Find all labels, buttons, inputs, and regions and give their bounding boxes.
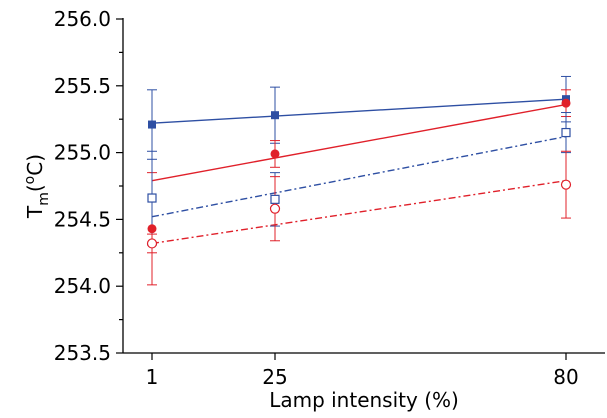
data-point-series-4 bbox=[146, 238, 158, 249]
x-tick-label: 80 bbox=[553, 365, 578, 389]
y-tick-label: 256.0 bbox=[54, 7, 111, 31]
y-axis-title-open-paren: ( bbox=[23, 184, 47, 192]
x-tick-label: 1 bbox=[146, 365, 159, 389]
y-tick-label: 255.5 bbox=[54, 74, 111, 98]
fit-lines bbox=[151, 98, 567, 245]
fit-line-series-3 bbox=[151, 135, 567, 218]
y-axis-title-superscript: o bbox=[22, 176, 38, 185]
data-point-series-1 bbox=[148, 120, 156, 129]
y-tick-label: 255.0 bbox=[54, 141, 111, 165]
y-axis-title-unit: C) bbox=[23, 154, 47, 176]
y-tick-label: 254.5 bbox=[54, 207, 111, 231]
x-axis-title: Lamp intensity (%) bbox=[269, 388, 459, 412]
fit-line-series-1 bbox=[151, 98, 567, 124]
data-point-series-2 bbox=[270, 149, 280, 159]
data-points bbox=[146, 95, 572, 249]
x-axis-ticks: 1 25 80 bbox=[146, 353, 579, 389]
y-axis-ticks: 253.5 254.0 254.5 255.0 255.5 256.0 bbox=[54, 7, 123, 365]
y-axis-title-subscript: m bbox=[36, 192, 52, 206]
data-point-series-3 bbox=[270, 194, 280, 204]
y-axis-title-main: T bbox=[23, 205, 47, 219]
fit-line-series-4 bbox=[151, 179, 567, 245]
data-point-series-3 bbox=[147, 193, 157, 203]
y-axis-title: Tm(oC) bbox=[22, 154, 52, 219]
fit-line-series-2 bbox=[151, 103, 567, 182]
data-point-series-2 bbox=[147, 224, 157, 234]
y-tick-label: 254.0 bbox=[54, 274, 111, 298]
x-tick-label: 25 bbox=[262, 365, 287, 389]
error-bars bbox=[147, 75, 571, 286]
data-point-series-2 bbox=[561, 98, 571, 108]
data-point-series-1 bbox=[271, 111, 279, 120]
y-tick-label: 253.5 bbox=[54, 341, 111, 365]
data-point-series-3 bbox=[561, 127, 571, 138]
data-point-series-4 bbox=[560, 179, 572, 190]
data-point-series-4 bbox=[269, 203, 281, 214]
